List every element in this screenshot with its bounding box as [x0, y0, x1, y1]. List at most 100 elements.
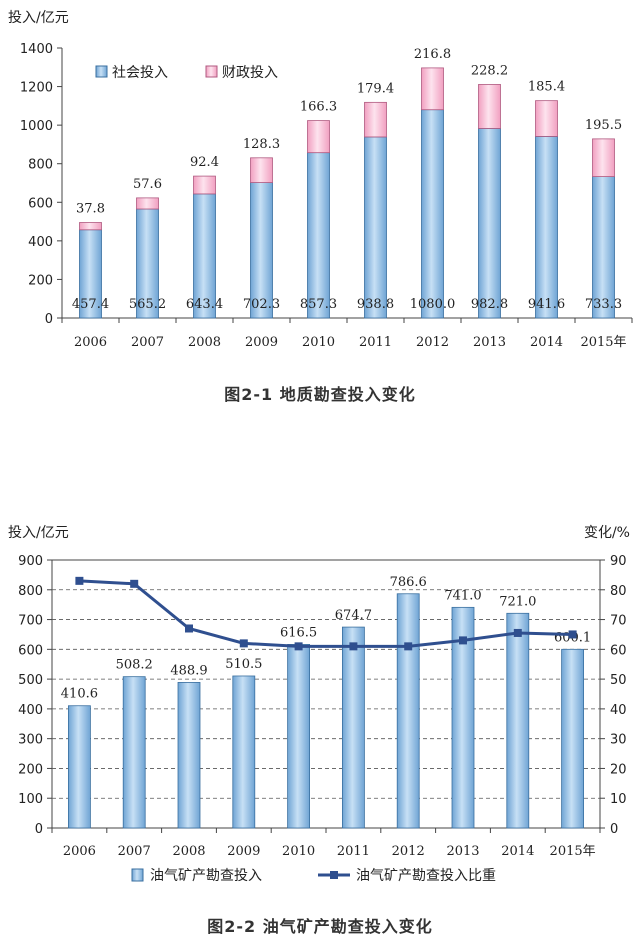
legend-label-oil-gas-investment: 油气矿产勘查投入 — [150, 868, 262, 884]
x-tick-label: 2013 — [446, 844, 479, 859]
data-label-fiscal: 195.5 — [585, 118, 622, 133]
line-point-oil-gas-share — [459, 636, 467, 645]
line-point-oil-gas-share — [185, 624, 193, 633]
data-label-fiscal: 228.2 — [471, 63, 508, 78]
data-label-oil-gas: 510.5 — [225, 657, 262, 672]
data-label-fiscal: 166.3 — [300, 100, 337, 115]
data-label-oil-gas: 721.0 — [499, 594, 536, 609]
y-tick-label: 100 — [18, 792, 43, 807]
bar-oil-gas-investment — [232, 675, 256, 829]
bar-fiscal-investment — [136, 197, 159, 210]
y-tick-label-right: 90 — [610, 554, 627, 569]
y-tick-label: 200 — [28, 273, 53, 288]
data-label-social: 941.6 — [528, 297, 565, 312]
bar-oil-gas-investment — [341, 626, 365, 829]
y-tick-label: 1200 — [20, 81, 53, 96]
y-axis-title: 投入/亿元 — [8, 525, 69, 541]
line-point-oil-gas-share — [239, 639, 248, 648]
y-tick-label: 800 — [28, 158, 53, 173]
figure-caption-2: 图2-2 油气矿产勘查投入变化 — [207, 917, 433, 936]
legend-swatch-social — [95, 65, 108, 78]
x-tick-label: 2010 — [282, 844, 315, 859]
x-tick-label: 2008 — [172, 844, 205, 859]
line-point-oil-gas-share — [294, 642, 303, 651]
bar-oil-gas-investment — [122, 676, 146, 829]
x-tick-label: 2012 — [392, 844, 425, 859]
y-tick-label: 500 — [18, 673, 43, 688]
bar-oil-gas-investment — [561, 648, 584, 829]
data-label-social: 565.2 — [129, 297, 166, 312]
data-label-fiscal: 57.6 — [133, 177, 162, 192]
x-tick-label: 2009 — [227, 844, 260, 859]
y-tick-label: 400 — [28, 235, 53, 250]
bar-oil-gas-investment — [287, 644, 311, 829]
y-tick-label: 900 — [18, 554, 43, 569]
data-label-oil-gas: 488.9 — [170, 663, 207, 678]
y-axis-title-right: 变化/% — [584, 525, 630, 541]
legend-swatch-oil-gas-investment — [131, 868, 144, 882]
legend-label-social: 社会投入 — [112, 65, 168, 81]
bar-oil-gas-investment — [177, 682, 201, 829]
y-tick-label: 1400 — [20, 42, 53, 57]
y-tick-label-right: 0 — [610, 822, 618, 837]
data-label-oil-gas: 508.2 — [116, 658, 153, 673]
bar-oil-gas-investment — [451, 606, 475, 829]
x-tick-label: 2013 — [473, 335, 506, 350]
data-label-social: 857.3 — [300, 297, 337, 312]
data-label-social: 643.4 — [186, 297, 223, 312]
y-tick-label-right: 20 — [610, 762, 627, 777]
data-label-fiscal: 185.4 — [528, 80, 565, 95]
bar-social-investment — [478, 128, 501, 319]
y-tick-label: 200 — [18, 762, 43, 777]
x-tick-label: 2011 — [337, 844, 370, 859]
bar-social-investment — [307, 152, 330, 319]
line-point-oil-gas-share — [75, 576, 84, 585]
x-tick-label: 2014 — [501, 844, 534, 859]
bar-fiscal-investment — [592, 138, 615, 177]
bar-fiscal-investment — [307, 120, 330, 154]
data-label-fiscal: 92.4 — [190, 155, 219, 170]
line-point-oil-gas-share — [513, 628, 522, 637]
data-label-fiscal: 37.8 — [76, 201, 105, 216]
x-tick-label: 2014 — [530, 335, 563, 350]
y-tick-label: 1000 — [20, 119, 53, 134]
data-label-oil-gas: 741.0 — [444, 588, 481, 603]
data-label-social: 457.4 — [72, 297, 109, 312]
x-tick-label: 2009 — [245, 335, 278, 350]
data-label-oil-gas: 786.6 — [390, 575, 427, 590]
figure-caption-1: 图2-1 地质勘查投入变化 — [224, 385, 416, 404]
bar-social-investment — [535, 136, 558, 319]
bar-oil-gas-investment — [396, 593, 420, 829]
line-point-oil-gas-share — [568, 630, 577, 639]
y-tick-label: 0 — [35, 822, 43, 837]
x-tick-label: 2006 — [74, 335, 107, 350]
data-label-fiscal: 179.4 — [357, 81, 394, 96]
y-tick-label: 800 — [18, 584, 43, 599]
bar-fiscal-investment — [421, 67, 444, 111]
bar-fiscal-investment — [364, 101, 387, 138]
data-label-social: 702.3 — [243, 297, 280, 312]
data-label-social: 733.3 — [585, 297, 622, 312]
x-tick-label: 2010 — [302, 335, 335, 350]
y-tick-label: 400 — [18, 703, 43, 718]
data-label-oil-gas: 410.6 — [61, 687, 98, 702]
data-label-fiscal: 216.8 — [414, 47, 451, 62]
y-tick-label-right: 10 — [610, 792, 627, 807]
y-tick-label: 700 — [18, 614, 43, 629]
x-tick-label: 2008 — [188, 335, 221, 350]
data-label-social: 982.8 — [471, 297, 508, 312]
data-label-oil-gas: 616.5 — [280, 625, 317, 640]
chart2-svg: 投入/亿元 变化/% 0 100 200 300 400 500 600 700 800 900 0 10… — [8, 525, 630, 884]
bar-fiscal-investment — [478, 84, 501, 129]
y-axis-title: 投入/亿元 — [8, 10, 69, 26]
x-tick-label: 2011 — [359, 335, 392, 350]
chart-oil-gas-investment: 投入/亿元 变化/% 0 100 200 300 400 500 600 700 800 900 0 10… — [0, 505, 640, 951]
legend-label-fiscal: 财政投入 — [222, 65, 278, 81]
y-tick-label-right: 70 — [610, 614, 627, 629]
y-tick-label: 600 — [28, 196, 53, 211]
x-tick-label: 2007 — [131, 335, 164, 350]
y-tick-label: 0 — [45, 312, 53, 327]
y-tick-label: 600 — [18, 643, 43, 658]
y-tick-label-right: 40 — [610, 703, 627, 718]
line-oil-gas-share — [79, 579, 573, 648]
